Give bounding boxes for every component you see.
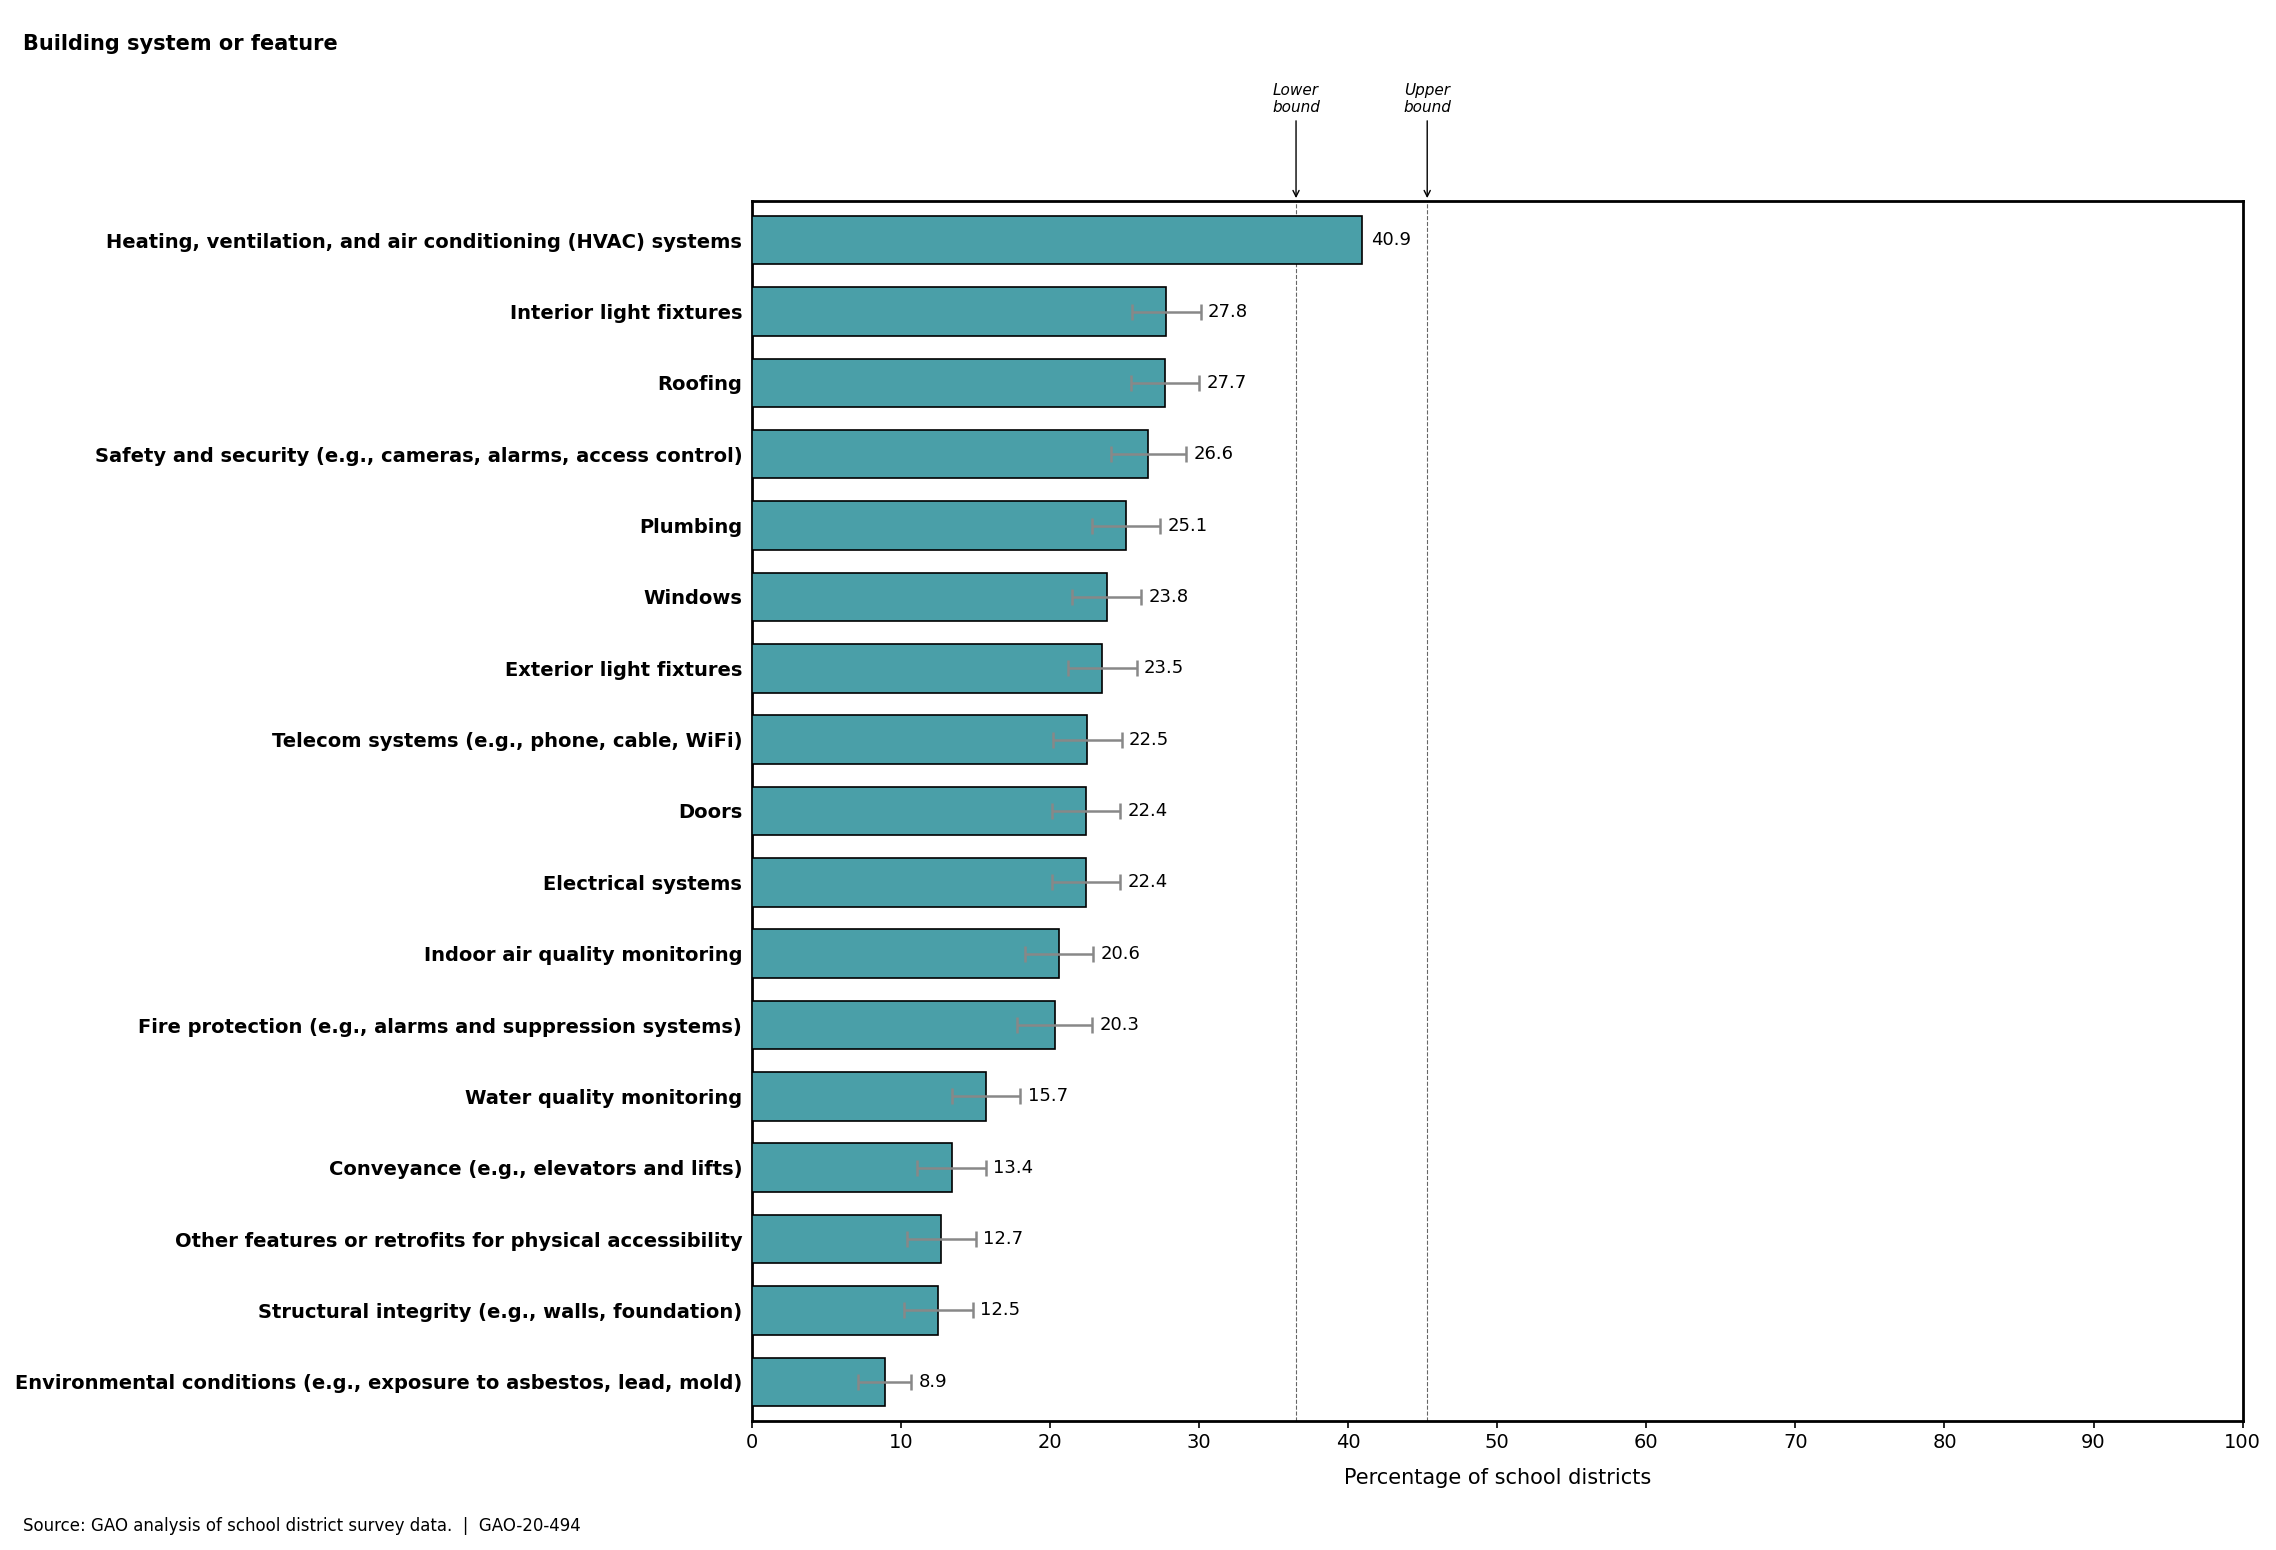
Text: 20.3: 20.3 xyxy=(1099,1015,1140,1034)
Text: 23.5: 23.5 xyxy=(1145,659,1184,677)
Text: 22.4: 22.4 xyxy=(1127,873,1168,891)
Bar xyxy=(751,643,1102,693)
Text: Source: GAO analysis of school district survey data.  |  GAO-20-494: Source: GAO analysis of school district … xyxy=(23,1517,580,1536)
Text: 13.4: 13.4 xyxy=(992,1159,1033,1176)
Bar xyxy=(751,501,1127,550)
Text: 20.6: 20.6 xyxy=(1102,944,1140,963)
Text: 26.6: 26.6 xyxy=(1193,445,1234,463)
Text: 12.5: 12.5 xyxy=(981,1302,1020,1319)
Text: 22.4: 22.4 xyxy=(1127,801,1168,820)
Text: 23.8: 23.8 xyxy=(1149,587,1188,606)
Bar xyxy=(751,287,1165,336)
Text: Lower
bound: Lower bound xyxy=(1272,82,1320,197)
Bar xyxy=(751,1001,1054,1049)
Text: 12.7: 12.7 xyxy=(983,1231,1024,1248)
Text: 22.5: 22.5 xyxy=(1129,730,1170,749)
Bar xyxy=(751,930,1058,978)
Text: 40.9: 40.9 xyxy=(1370,231,1411,250)
Bar xyxy=(751,215,1361,265)
Bar xyxy=(751,716,1088,764)
Text: 15.7: 15.7 xyxy=(1029,1088,1067,1105)
Text: 27.7: 27.7 xyxy=(1206,374,1247,392)
Bar xyxy=(751,1286,938,1335)
Bar xyxy=(751,358,1165,408)
Bar xyxy=(751,1073,986,1121)
Text: 8.9: 8.9 xyxy=(920,1373,947,1390)
Text: 27.8: 27.8 xyxy=(1209,302,1247,321)
Bar xyxy=(751,1358,885,1406)
Bar xyxy=(751,1215,942,1263)
Bar xyxy=(751,429,1149,479)
X-axis label: Percentage of school districts: Percentage of school districts xyxy=(1343,1468,1650,1488)
Bar xyxy=(751,859,1086,907)
Bar xyxy=(751,787,1086,835)
Text: Building system or feature: Building system or feature xyxy=(23,34,337,54)
Bar xyxy=(751,1144,951,1192)
Text: Upper
bound: Upper bound xyxy=(1404,82,1452,197)
Text: 25.1: 25.1 xyxy=(1168,516,1209,535)
Bar xyxy=(751,572,1106,622)
